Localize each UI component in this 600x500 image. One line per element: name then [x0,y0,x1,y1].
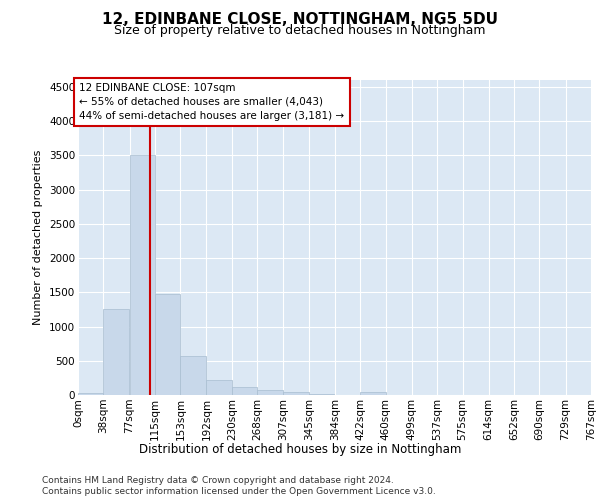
Text: Distribution of detached houses by size in Nottingham: Distribution of detached houses by size … [139,442,461,456]
Bar [283,392,309,395]
Text: 12, EDINBANE CLOSE, NOTTINGHAM, NG5 5DU: 12, EDINBANE CLOSE, NOTTINGHAM, NG5 5DU [102,12,498,28]
Bar [232,388,257,395]
Bar [130,156,155,395]
Bar [78,394,103,395]
Bar [360,392,386,395]
Bar [103,308,129,395]
Bar [309,394,334,395]
Y-axis label: Number of detached properties: Number of detached properties [34,150,43,325]
Text: Contains HM Land Registry data © Crown copyright and database right 2024.: Contains HM Land Registry data © Crown c… [42,476,394,485]
Text: Size of property relative to detached houses in Nottingham: Size of property relative to detached ho… [114,24,486,37]
Bar [155,294,181,395]
Bar [181,356,206,395]
Bar [206,380,232,395]
Text: Contains public sector information licensed under the Open Government Licence v3: Contains public sector information licen… [42,488,436,496]
Bar [257,390,283,395]
Text: 12 EDINBANE CLOSE: 107sqm
← 55% of detached houses are smaller (4,043)
44% of se: 12 EDINBANE CLOSE: 107sqm ← 55% of detac… [79,82,344,120]
